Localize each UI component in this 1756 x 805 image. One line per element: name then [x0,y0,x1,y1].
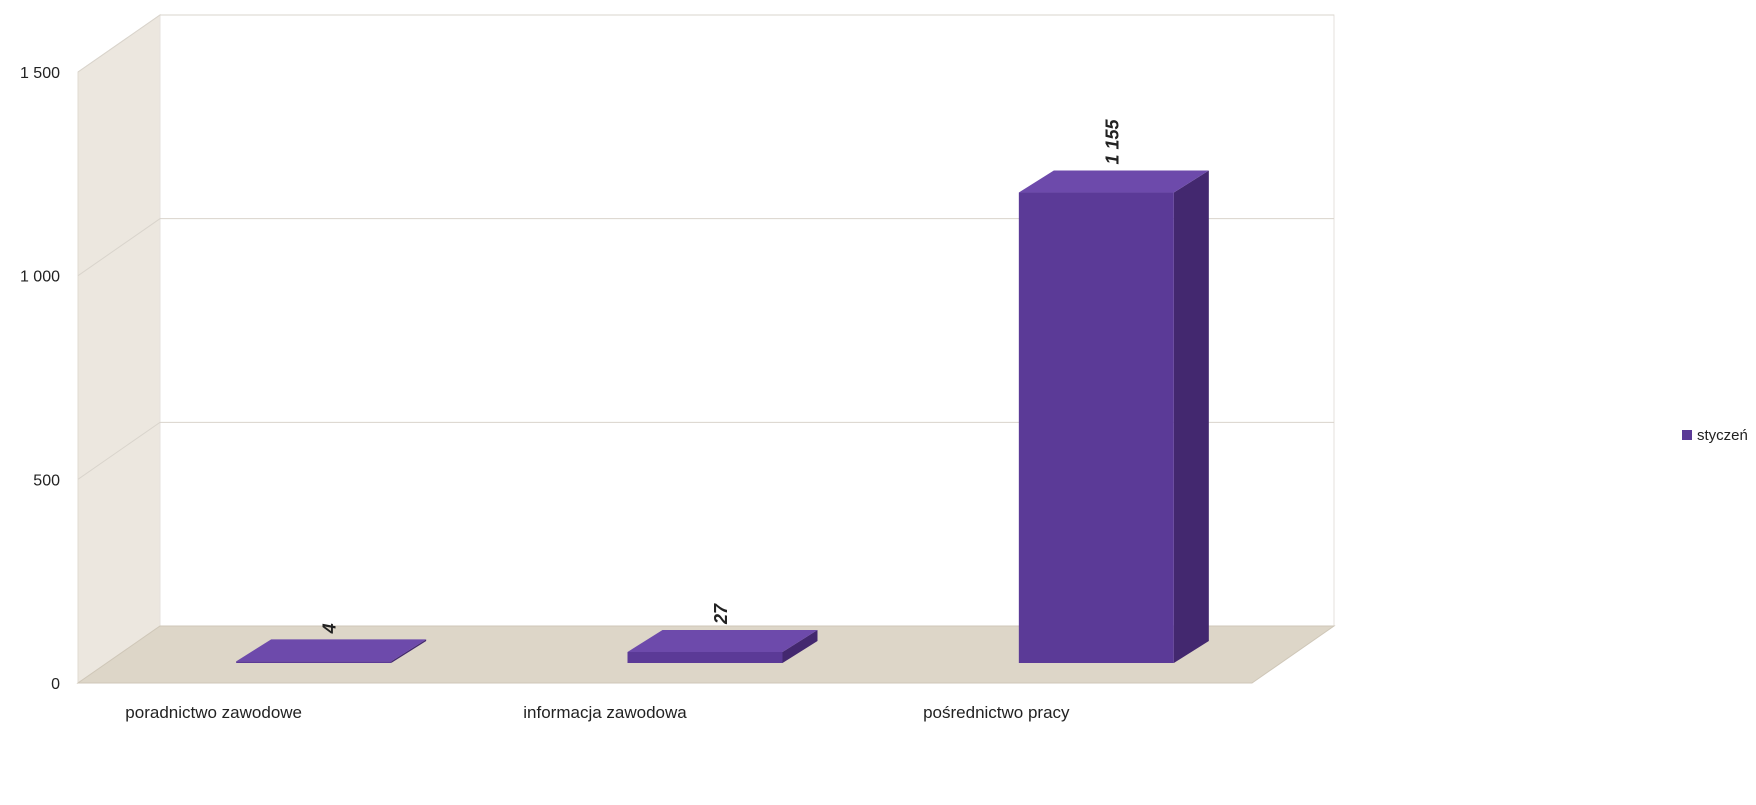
x-category-label: pośrednictwo pracy [923,703,1070,722]
legend: styczeń [1682,427,1748,444]
bar-side [782,630,818,663]
y-axis: 0 500 1 000 1 500 [20,65,60,693]
bar-side [1173,170,1209,663]
bar: 27 [627,603,818,663]
bar-top [1018,170,1209,193]
legend-swatch [1682,430,1692,440]
x-axis: poradnictwo zawodowe informacja zawodowa p… [125,703,1070,722]
gridline [77,14,1334,73]
x-category-label: poradnictwo zawodowe [125,703,302,722]
y-tick-label: 1 500 [20,65,60,82]
bar-side [391,639,427,663]
bar-top [236,639,427,662]
data-label: 1 155 [1102,118,1122,164]
side-wall [77,14,161,684]
data-label: 4 [320,623,340,634]
bar-front [1018,192,1174,663]
gridline [77,218,1334,277]
gridline [77,421,1334,480]
bar: 1 155 [1018,118,1209,663]
legend-label: styczeń [1697,427,1748,444]
bar-front [236,661,392,663]
y-tick-label: 500 [33,472,60,489]
x-category-label: informacja zawodowa [523,703,687,722]
data-label: 27 [711,603,731,625]
y-tick-label: 1 000 [20,269,60,286]
bar: 4 [236,623,427,663]
y-tick-label: 0 [51,676,60,693]
bar-front [627,652,783,663]
gridlines [77,14,1334,480]
bar-top [627,630,818,653]
bars: 4 27 1 155 [236,118,1209,663]
